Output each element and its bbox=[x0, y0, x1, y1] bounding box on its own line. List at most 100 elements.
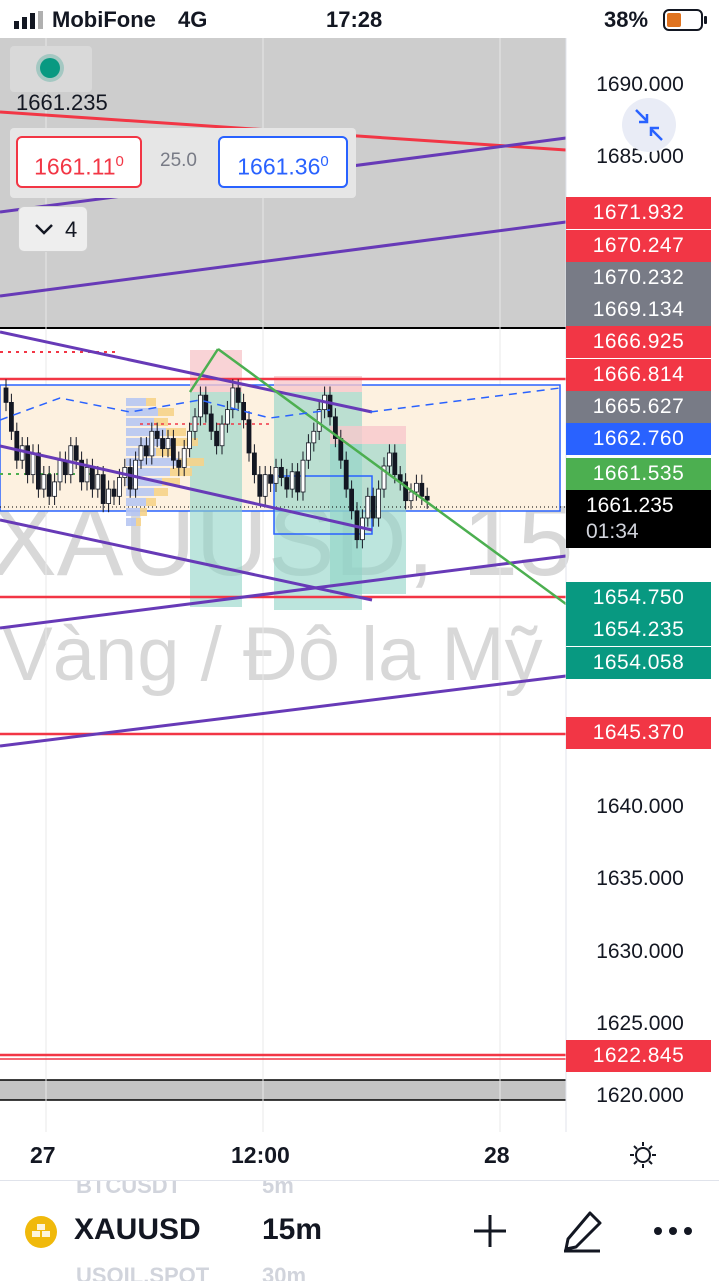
candle-body-1 bbox=[8, 401, 14, 432]
candle-60 bbox=[327, 386, 333, 426]
watermark-description: Vàng / Đô la Mỹ bbox=[2, 612, 543, 697]
candle-64 bbox=[349, 480, 355, 520]
volume-bar-up-6 bbox=[178, 458, 204, 466]
candle-body-0 bbox=[3, 387, 9, 403]
purple-channel-mid bbox=[0, 444, 373, 532]
candle-48 bbox=[262, 465, 268, 505]
candle-42 bbox=[230, 379, 236, 419]
candle-body-77 bbox=[419, 482, 425, 497]
plus-icon[interactable] bbox=[470, 1209, 510, 1253]
price-label-0: 1690.000 bbox=[596, 72, 684, 96]
collapse-button[interactable] bbox=[622, 98, 676, 152]
candle-body-26 bbox=[143, 445, 149, 457]
candle-body-33 bbox=[181, 448, 187, 468]
candle-74 bbox=[403, 473, 409, 510]
price-chart[interactable]: XAUUSD, 15 Vàng / Đô la Mỹ bbox=[0, 38, 719, 1132]
ghost-timeframe-above: 5m bbox=[262, 1180, 294, 1198]
candle-body-34 bbox=[187, 430, 193, 450]
network-type: 4G bbox=[178, 7, 208, 32]
candle-14 bbox=[79, 451, 84, 491]
candle-57 bbox=[311, 422, 317, 452]
candle-body-67 bbox=[365, 495, 371, 519]
candle-body-15 bbox=[84, 467, 90, 483]
candle-body-71 bbox=[386, 452, 392, 467]
candle-body-42 bbox=[230, 387, 236, 411]
candle-body-36 bbox=[197, 394, 203, 418]
candle-53 bbox=[289, 463, 295, 498]
volume-bar-up-3 bbox=[166, 428, 186, 436]
volume-bar-7 bbox=[126, 468, 170, 476]
volume-bar-3 bbox=[126, 428, 166, 436]
indicators-toggle-button[interactable]: 4 bbox=[18, 206, 88, 252]
candle-2 bbox=[14, 422, 20, 469]
candle-47 bbox=[257, 465, 263, 505]
carrier-name: MobiFone bbox=[52, 7, 156, 32]
buy-price: 1661.36 bbox=[237, 153, 321, 180]
candle-25 bbox=[138, 437, 144, 469]
volume-bar-up-2 bbox=[154, 418, 168, 426]
candle-30 bbox=[165, 429, 171, 458]
candle-body-57 bbox=[311, 430, 317, 444]
candle-body-51 bbox=[278, 467, 284, 478]
candle-51 bbox=[278, 458, 284, 487]
candle-body-61 bbox=[332, 416, 338, 439]
candle-body-70 bbox=[381, 465, 387, 490]
price-tag-0: 1671.932 bbox=[566, 197, 711, 229]
symbol-selector[interactable]: XAUUSD bbox=[74, 1213, 201, 1246]
stop-zone-1 bbox=[190, 350, 242, 392]
candle-35 bbox=[192, 408, 198, 440]
candle-39 bbox=[214, 422, 220, 455]
candle-19 bbox=[106, 480, 111, 513]
stop-zone-3 bbox=[330, 426, 406, 444]
candle-52 bbox=[284, 468, 290, 498]
trade-panel: 1661.110 25.0 1661.360 bbox=[10, 128, 356, 198]
candle-body-49 bbox=[268, 474, 274, 484]
candle-body-69 bbox=[376, 488, 382, 519]
candle-38 bbox=[208, 405, 214, 440]
bar-countdown: 01:34 bbox=[586, 520, 639, 543]
candle-41 bbox=[224, 400, 230, 433]
candle-body-3 bbox=[19, 445, 25, 461]
candle-71 bbox=[386, 444, 392, 475]
candle-72 bbox=[392, 444, 398, 484]
candle-body-9 bbox=[52, 481, 57, 497]
candle-4 bbox=[25, 437, 31, 484]
gear-icon[interactable] bbox=[628, 1140, 658, 1170]
candle-body-55 bbox=[300, 459, 306, 493]
timeframe-selector[interactable]: 15m bbox=[262, 1213, 323, 1246]
candle-54 bbox=[295, 463, 301, 501]
candle-body-68 bbox=[370, 495, 376, 519]
battery-icon bbox=[663, 9, 707, 31]
time-label-27: 27 bbox=[30, 1142, 56, 1168]
candle-45 bbox=[246, 411, 252, 462]
candle-56 bbox=[305, 434, 311, 469]
candle-49 bbox=[268, 465, 274, 492]
indicator-count: 4 bbox=[65, 217, 78, 242]
volume-bar-up-9 bbox=[154, 488, 168, 496]
candle-body-40 bbox=[219, 423, 225, 447]
price-label-1: 1685.000 bbox=[596, 144, 684, 168]
candle-body-17 bbox=[95, 474, 101, 490]
chevron-down-icon bbox=[35, 224, 53, 235]
time-axis[interactable]: 27 12:00 28 bbox=[0, 1132, 719, 1180]
more-icon[interactable] bbox=[652, 1209, 694, 1253]
candle-32 bbox=[176, 451, 182, 477]
candle-body-20 bbox=[111, 488, 117, 497]
candle-body-75 bbox=[408, 491, 414, 502]
buy-button[interactable]: 1661.360 bbox=[218, 136, 348, 188]
current-price-tag: 1661.235 01:34 bbox=[566, 490, 711, 548]
candle-body-32 bbox=[176, 459, 182, 468]
candle-34 bbox=[187, 422, 193, 458]
ghost-symbol-above: BTCUSDT bbox=[76, 1180, 182, 1198]
pen-icon[interactable] bbox=[560, 1209, 604, 1253]
candle-body-62 bbox=[338, 438, 344, 461]
sell-button[interactable]: 1661.110 bbox=[16, 136, 142, 188]
green-line-down bbox=[217, 347, 567, 606]
volume-bar-12 bbox=[126, 518, 136, 526]
price-label-6: 1620.000 bbox=[596, 1084, 684, 1107]
volume-bar-up-5 bbox=[156, 448, 171, 456]
sell-pip: 0 bbox=[115, 153, 124, 170]
candle-37 bbox=[203, 386, 209, 423]
purple-channel-bottom bbox=[0, 518, 373, 602]
candle-body-29 bbox=[160, 438, 166, 450]
